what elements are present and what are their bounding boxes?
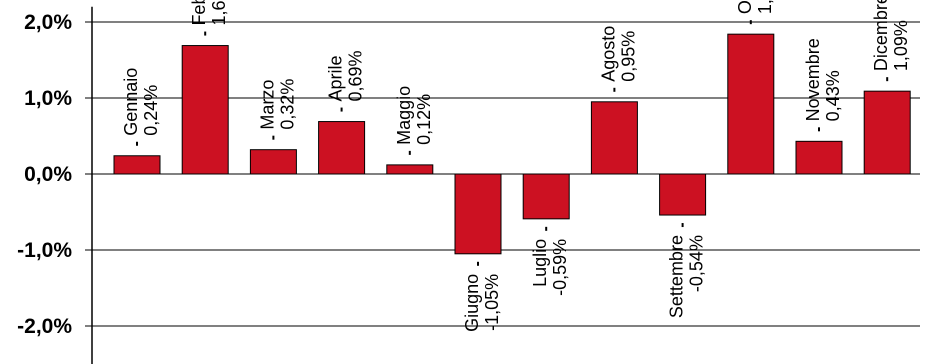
bar-label-dicembre: Dicembre 1,09% [871, 0, 911, 71]
bar-aprile [318, 121, 366, 175]
category-label: Dicembre [871, 0, 891, 71]
y-tick-label: 2,0% [24, 11, 72, 34]
value-label: 1,09% [891, 20, 911, 71]
category-label: Febbraio [189, 0, 209, 26]
value-label: 1,84% [755, 0, 775, 14]
bar-label-agosto: Agosto 0,95% [598, 26, 638, 82]
bar-label-maggio: Maggio 0,12% [394, 86, 434, 145]
bar-agosto [590, 101, 638, 175]
y-tick-label: -1,0% [17, 239, 72, 262]
bar-marzo [249, 149, 297, 175]
value-label: 0,43% [823, 70, 843, 121]
value-label: 0,69% [346, 51, 366, 102]
y-axis [85, 6, 93, 364]
category-label: Aprile [326, 56, 346, 102]
value-label: 1,69% [209, 0, 229, 26]
bar-label-aprile: Aprile 0,69% [326, 51, 366, 102]
bar-label-settembre: Settembre -0,54% [667, 235, 707, 318]
value-label: 0,24% [141, 85, 161, 136]
bar-luglio [522, 173, 570, 220]
bar-label-giugno: Giugno -1,05% [462, 274, 502, 332]
value-label: 0,12% [414, 94, 434, 145]
bar-novembre [795, 140, 843, 175]
value-label: -0,54% [687, 235, 707, 292]
category-label: Giugno [462, 274, 482, 332]
value-label: 0,32% [277, 79, 297, 130]
bar-ottobre [727, 33, 775, 175]
bar-label-gennaio: Gennaio 0,24% [121, 68, 161, 136]
bar-label-febbraio: Febbraio1,69% [189, 0, 229, 26]
category-label: Maggio [394, 86, 414, 145]
bar-label-novembre: Novembre 0,43% [803, 38, 843, 121]
bar-dicembre [863, 90, 911, 175]
y-tick-label: -2,0% [17, 315, 72, 338]
bar-giugno [454, 173, 502, 255]
category-label: Luglio [530, 239, 550, 287]
bar-label-luglio: Luglio -0,59% [530, 239, 570, 296]
category-label: Settembre [667, 235, 687, 318]
bar-maggio [386, 164, 434, 175]
bar-label-ottobre: Ottobre1,84% [735, 0, 775, 14]
y-tick-labels: 2,0% 1,0% 0,0% -1,0% -2,0% [17, 11, 72, 338]
gridlines [92, 21, 920, 327]
value-label: 0,95% [618, 31, 638, 82]
bar-gennaio [113, 155, 161, 175]
category-label: Gennaio [121, 68, 141, 136]
category-label: Ottobre [735, 0, 755, 14]
category-label: Marzo [257, 80, 277, 130]
value-label: -1,05% [482, 274, 502, 331]
value-label: -0,59% [550, 239, 570, 296]
bar-settembre [659, 173, 707, 216]
bar-label-marzo: Marzo 0,32% [257, 79, 297, 130]
y-tick-label: 1,0% [24, 87, 72, 110]
y-tick-label: 0,0% [24, 163, 72, 186]
category-label: Novembre [803, 38, 823, 121]
category-label: Agosto [598, 26, 618, 82]
bar-febbraio [181, 45, 229, 175]
bars [113, 33, 911, 255]
